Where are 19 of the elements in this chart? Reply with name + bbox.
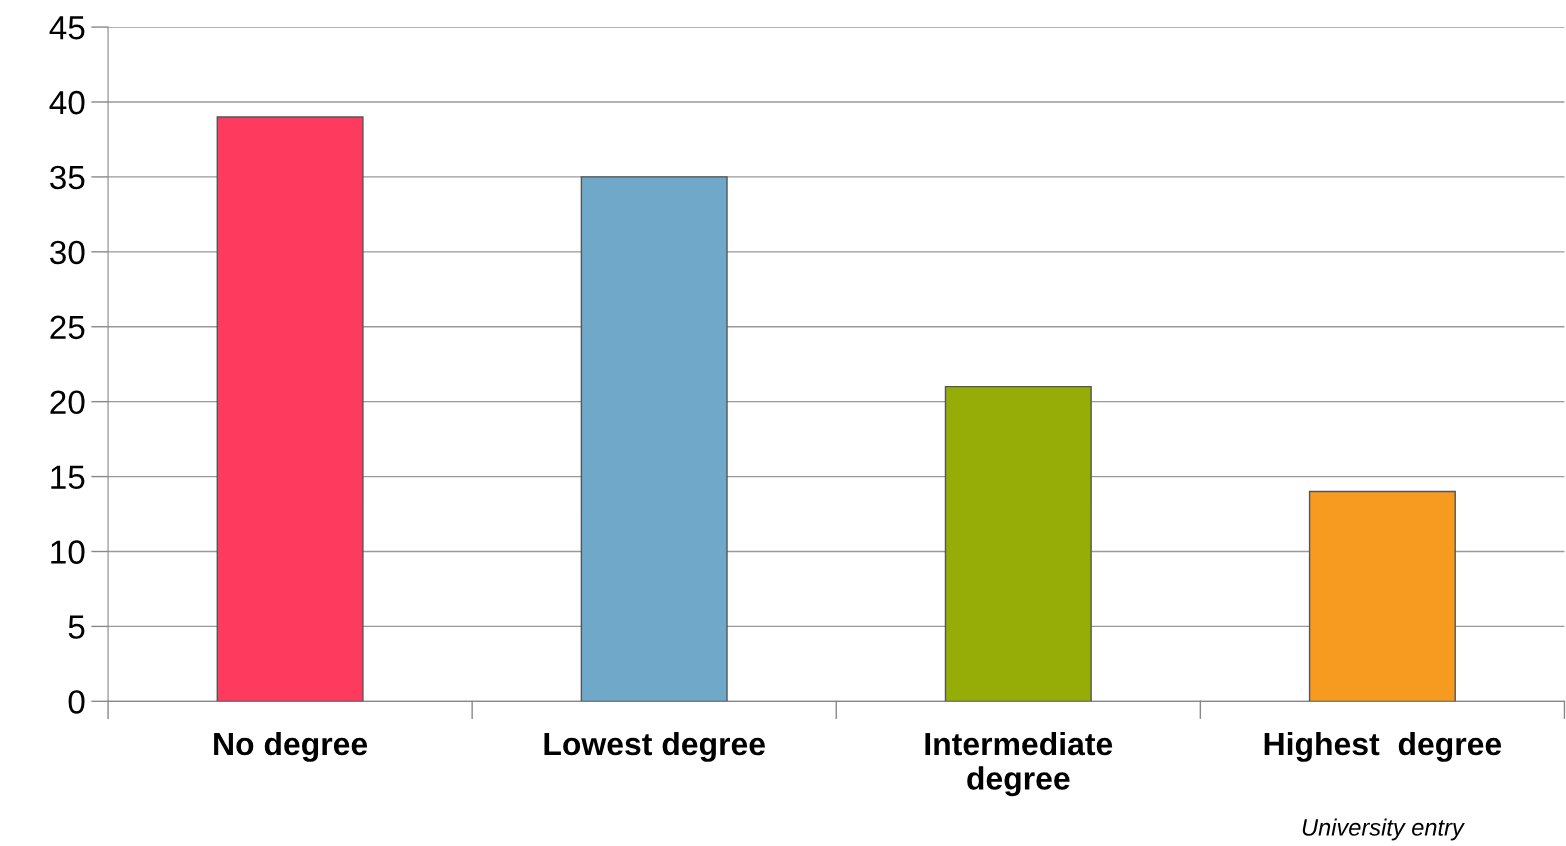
y-tick-label: 45 bbox=[49, 16, 85, 40]
y-tick-label: 35 bbox=[50, 165, 85, 190]
bar bbox=[944, 385, 1092, 702]
bar bbox=[580, 176, 728, 702]
y-tick-label: 0 bbox=[68, 690, 85, 714]
y-tick-label: 15 bbox=[51, 465, 85, 489]
y-tick-label: 25 bbox=[50, 315, 85, 340]
x-tick-label: Lowest degree bbox=[544, 731, 765, 762]
bar bbox=[1308, 490, 1456, 702]
bar bbox=[216, 116, 364, 702]
x-tick-label: Intermediate degree bbox=[925, 731, 1113, 797]
x-tick-label: No degree bbox=[214, 731, 368, 762]
y-tick-label: 5 bbox=[68, 615, 85, 639]
y-tick-label: 10 bbox=[51, 540, 85, 564]
x-tick-label: Highest degree bbox=[1264, 731, 1502, 762]
y-tick-label: 30 bbox=[50, 240, 85, 265]
text: University entry bbox=[1302, 818, 1465, 841]
y-tick-label: 20 bbox=[50, 390, 85, 415]
y-tick-label: 40 bbox=[49, 90, 85, 115]
